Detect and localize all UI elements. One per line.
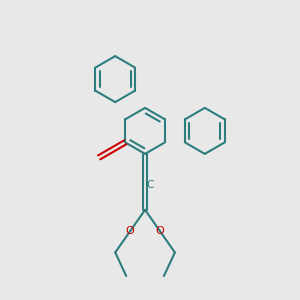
Text: C: C [146,180,154,190]
Text: O: O [156,226,164,236]
Text: O: O [126,226,134,236]
